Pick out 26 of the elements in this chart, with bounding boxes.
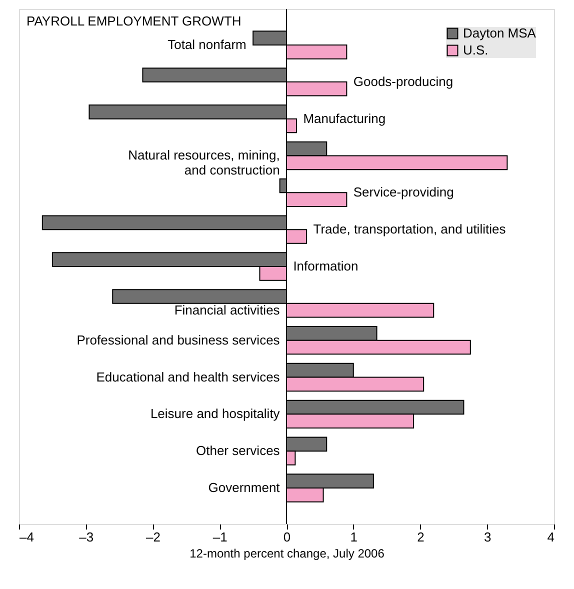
x-tick-label: –4 bbox=[20, 530, 34, 544]
x-tick-label: –2 bbox=[146, 530, 160, 544]
y-tick-label: Educational and health services bbox=[96, 369, 280, 384]
x-tick-label: –3 bbox=[79, 530, 94, 544]
legend-label: U.S. bbox=[463, 42, 488, 58]
x-tick-label: 3 bbox=[484, 530, 492, 544]
y-tick-label: Total nonfarm bbox=[168, 36, 246, 52]
y-tick-label: Information bbox=[293, 258, 358, 274]
y-tick-label: Trade, transportation, and utilities bbox=[313, 222, 506, 237]
x-axis-title: 12-month percent change, July 2006 bbox=[190, 546, 385, 560]
y-tick-label: Government bbox=[208, 480, 280, 496]
x-tick-label: 2 bbox=[417, 530, 424, 544]
y-tick-label: Goods-producing bbox=[353, 74, 454, 89]
y-tick-label: Other services bbox=[196, 443, 280, 458]
y-tick-label: Professional and business services bbox=[76, 332, 280, 348]
y-tick-label: Service-providing bbox=[353, 184, 454, 200]
y-tick-label: Financial activities bbox=[174, 302, 280, 318]
x-tick-label: 4 bbox=[547, 530, 554, 544]
y-tick-label: Leisure and hospitality bbox=[150, 406, 280, 422]
y-tick-label: Manufacturing bbox=[303, 110, 386, 126]
x-tick-label: –1 bbox=[212, 530, 228, 544]
x-tick-label: 0 bbox=[283, 530, 291, 544]
y-tick-label: Natural resources, mining, and construction bbox=[128, 148, 280, 178]
legend-label: Dayton MSA bbox=[463, 26, 536, 40]
chart-title: PAYROLL EMPLOYMENT GROWTH bbox=[26, 14, 242, 28]
x-tick-label: 1 bbox=[350, 530, 358, 544]
